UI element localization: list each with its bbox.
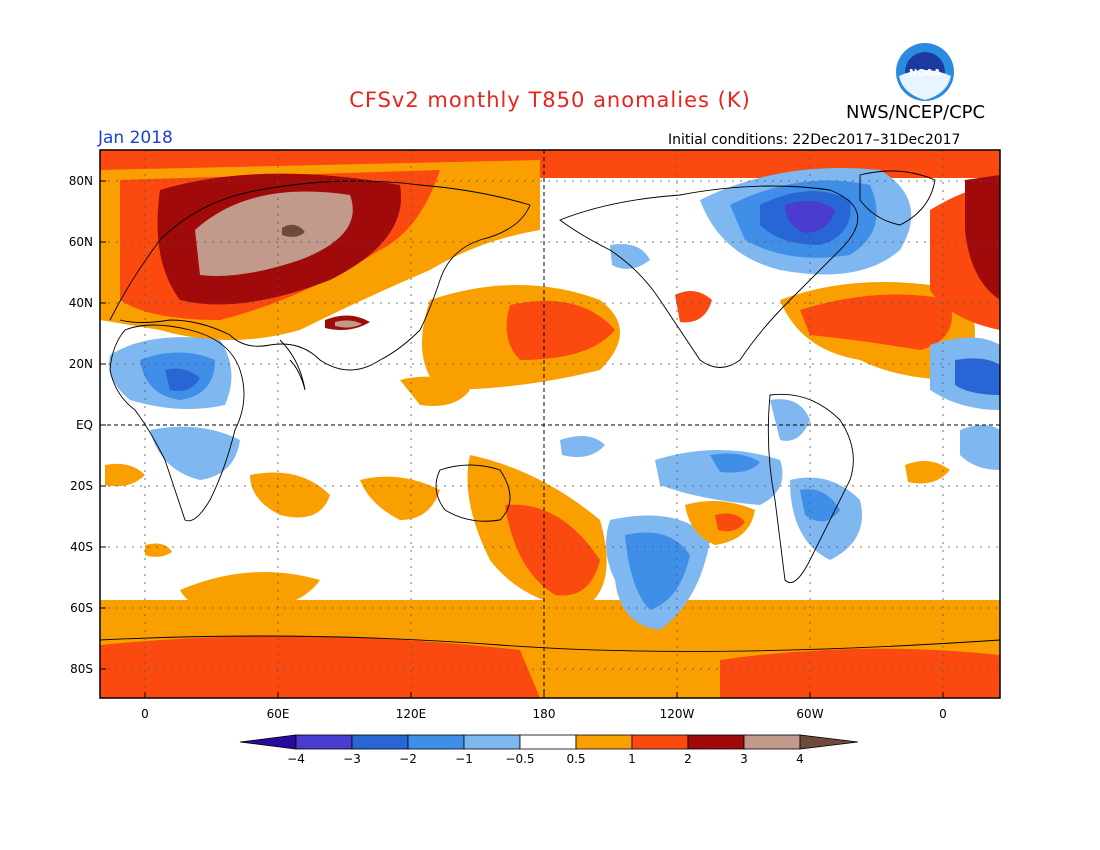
colorbar-label: 0.5 — [566, 752, 586, 766]
colorbar-label: −0.5 — [505, 752, 535, 766]
agency-label: NWS/NCEP/CPC — [846, 102, 986, 123]
y-label-20s: 20S — [70, 479, 93, 493]
gridlines — [100, 150, 1000, 698]
x-label-0-right: 0 — [939, 707, 947, 721]
colorbar-label: 1 — [628, 752, 636, 766]
colorbar-label: 2 — [684, 752, 692, 766]
noaa-logo-text: NOAA — [909, 68, 941, 79]
chart-title: CFSv2 monthly T850 anomalies (K) — [349, 88, 751, 112]
colorbar-label: −1 — [455, 752, 473, 766]
forecast-month: Jan 2018 — [98, 128, 173, 148]
colorbar — [239, 734, 859, 750]
x-label-120w: 120W — [659, 707, 695, 721]
y-label-40s: 40S — [70, 540, 93, 554]
y-label-80s: 80S — [70, 662, 93, 676]
colorbar-label: −2 — [399, 752, 417, 766]
x-label-60w: 60W — [796, 707, 824, 721]
y-label-eq: EQ — [75, 418, 93, 432]
x-label-180: 180 — [532, 707, 556, 721]
y-label-40n: 40N — [68, 296, 93, 310]
colorbar-label: −4 — [287, 752, 305, 766]
colorbar-label: 4 — [796, 752, 804, 766]
y-label-60n: 60N — [68, 235, 93, 249]
x-label-60e: 60E — [266, 707, 290, 721]
y-label-80n: 80N — [68, 174, 93, 188]
noaa-logo: NOAA — [896, 43, 954, 101]
map-frame — [99, 149, 1001, 699]
y-label-20n: 20N — [68, 357, 93, 371]
y-label-60s: 60S — [70, 601, 93, 615]
colorbar-label: −3 — [343, 752, 361, 766]
x-label-120e: 120E — [395, 707, 427, 721]
initial-conditions-label: Initial conditions: 22Dec2017–31Dec2017 — [668, 132, 961, 148]
x-label-0: 0 — [141, 707, 149, 721]
colorbar-label: 3 — [740, 752, 748, 766]
